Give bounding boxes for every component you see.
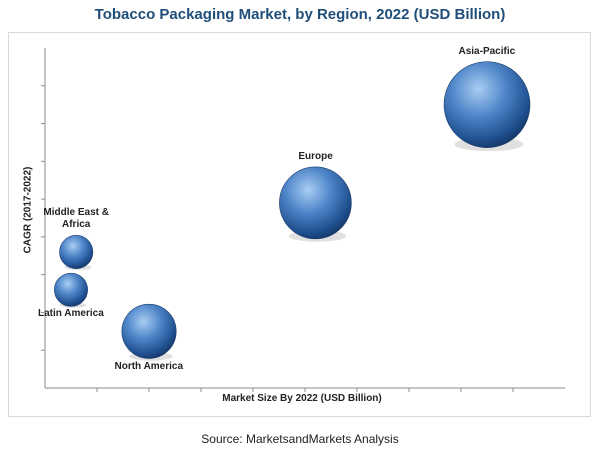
bubble-asia-pacific xyxy=(443,61,531,148)
x-axis-label: Market Size By 2022 (USD Billion) xyxy=(222,393,382,404)
bubble-latin-america xyxy=(54,272,88,307)
bubble-label-latin-america: Latin America xyxy=(38,308,104,320)
bubble-label-asia-pacific: Asia-Pacific xyxy=(458,45,516,57)
chart-panel xyxy=(8,32,591,417)
bubble-middle-east-and-africa xyxy=(59,235,94,269)
bubble-label-north-america: North America xyxy=(114,360,184,372)
bubble-label-europe: Europe xyxy=(298,150,333,162)
bubble-europe xyxy=(279,166,352,240)
chart-title: Tobacco Packaging Market, by Region, 202… xyxy=(94,6,506,23)
y-axis-label: CAGR (2017-2022) xyxy=(22,166,34,254)
source-note: Source: MarketsandMarkets Analysis xyxy=(201,432,399,446)
bubble-label-middle-east-and-africa: Middle East & Africa xyxy=(43,207,109,231)
bubble-north-america xyxy=(121,303,177,359)
